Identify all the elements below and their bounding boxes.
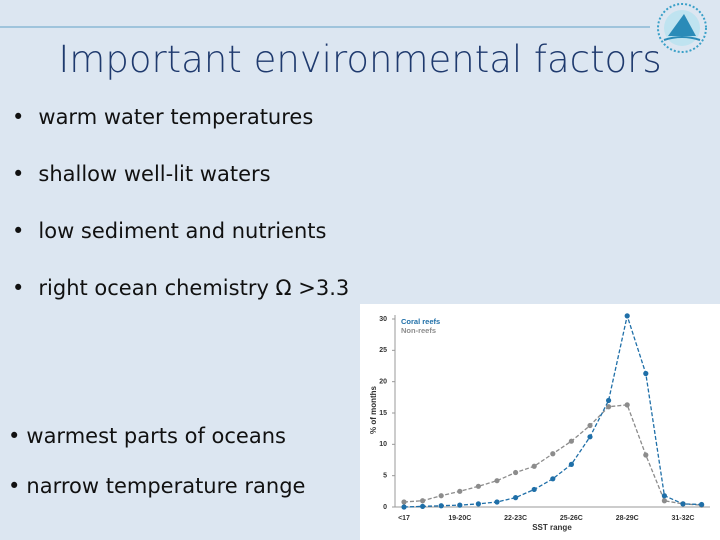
point (587, 434, 593, 440)
y-tick-label: 20 (379, 379, 387, 386)
point (568, 461, 575, 467)
slide-title: Important environmental factors (58, 38, 662, 81)
x-tick-label: <17 (398, 515, 410, 522)
point (513, 469, 519, 476)
point (550, 476, 556, 482)
legend-entry: Coral reefs (401, 317, 440, 326)
y-tick-label: 0 (383, 504, 387, 511)
point (624, 402, 630, 408)
x-tick-label: 31-32C (672, 515, 695, 522)
sub-bullet: warmest parts of oceans (8, 424, 286, 448)
chart: % of months SST range 0 5 10 15 20 25 30 <17 19-… (360, 304, 720, 540)
point (606, 397, 612, 404)
point (457, 488, 463, 494)
point (401, 499, 407, 505)
x-tick-label: 19-20C (448, 515, 471, 522)
point (401, 504, 407, 510)
x-tick-label: 22-23C (504, 515, 527, 522)
point (457, 502, 463, 508)
point (420, 503, 426, 509)
point (643, 452, 649, 458)
point (643, 370, 649, 377)
point (568, 438, 575, 444)
point (661, 493, 668, 499)
bullet: right ocean chemistry Ω >3.3 (12, 276, 349, 300)
logo (657, 3, 707, 53)
point (680, 501, 686, 507)
point (587, 422, 593, 429)
legend-entry: Non-reefs (401, 326, 436, 335)
bullet: low sediment and nutrients (12, 219, 326, 243)
bullet: shallow well-lit waters (12, 162, 270, 186)
series-line (403, 313, 702, 508)
y-axis-label: % of months (369, 385, 378, 434)
x-tick-label: 25-26C (560, 515, 583, 522)
x-axis-label: SST range (532, 523, 572, 532)
y-tick-label: 5 (383, 473, 387, 480)
point (624, 313, 630, 319)
point (494, 499, 500, 505)
point (699, 501, 705, 508)
point (475, 483, 481, 489)
point (606, 404, 612, 410)
point (531, 486, 537, 493)
x-tick-label: 28-29C (616, 515, 639, 522)
point (438, 493, 444, 499)
y-tick-label: 15 (379, 410, 387, 417)
y-tick-label: 25 (379, 347, 387, 354)
point (475, 501, 481, 507)
point (550, 451, 556, 457)
point (661, 498, 668, 504)
point (494, 478, 500, 484)
point (513, 495, 519, 501)
point (438, 503, 444, 509)
point (531, 463, 537, 469)
y-tick-label: 10 (379, 441, 387, 448)
y-tick-label: 30 (379, 316, 387, 323)
bullet: warm water temperatures (12, 105, 313, 129)
point (420, 498, 426, 504)
sub-bullet: narrow temperature range (8, 474, 305, 498)
